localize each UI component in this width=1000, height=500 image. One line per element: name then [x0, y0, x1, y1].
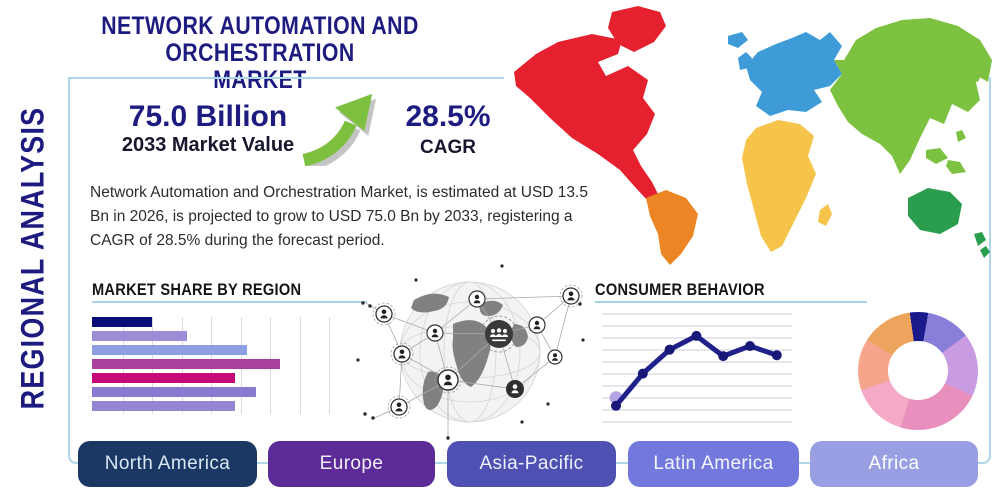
- line-point-4: [718, 351, 729, 362]
- region-button-asia-pacific[interactable]: Asia-Pacific: [447, 441, 616, 487]
- consumer-behavior-line-chart: [602, 313, 792, 423]
- map-iceland: [728, 32, 748, 48]
- line-point-3: [691, 330, 702, 341]
- line-chart-title: CONSUMER BEHAVIOR: [595, 280, 765, 299]
- market-description: Network Automation and Orchestration Mar…: [90, 184, 588, 249]
- bar-gridline: [299, 317, 301, 414]
- map-europe: [746, 32, 842, 116]
- region-button-africa[interactable]: Africa: [810, 441, 978, 487]
- map-africa: [742, 120, 816, 252]
- bar-segment-3: [92, 359, 281, 369]
- cagr-stat: 28.5%: [405, 100, 491, 133]
- map-north-america: [514, 34, 660, 201]
- page-title-line2: MARKET: [213, 66, 307, 94]
- map-indonesia-2: [946, 160, 966, 174]
- bar-segment-6: [92, 401, 235, 411]
- map-japan: [970, 62, 984, 82]
- line-point-0: [611, 400, 621, 411]
- map-uk: [738, 52, 752, 70]
- bar-segment-0: [92, 317, 152, 327]
- map-madagascar: [818, 204, 832, 226]
- network-node-icons: [372, 284, 583, 419]
- globe-network-graphic: [356, 264, 585, 440]
- bar-chart-title-underline: [92, 301, 367, 303]
- bar-chart-title: MARKET SHARE BY REGION: [92, 280, 302, 299]
- market-share-bar-chart: [92, 315, 334, 415]
- map-indonesia: [926, 148, 948, 164]
- donut-hole: [888, 341, 948, 400]
- bar-segment-1: [92, 331, 188, 341]
- market-value-label: 2033 Market Value: [121, 134, 295, 156]
- page-title-line1: NETWORK AUTOMATION AND ORCHESTRATION: [101, 12, 419, 67]
- map-asia: [830, 18, 992, 174]
- market-value-stat: 75.0 Billion: [128, 100, 288, 133]
- group-node-icon: [480, 315, 518, 353]
- line-point-6: [771, 350, 782, 361]
- bar-segment-4: [92, 373, 235, 383]
- growth-arrow-icon: [302, 93, 377, 166]
- region-button-north-america[interactable]: North America: [78, 441, 257, 487]
- world-map: [514, 6, 992, 265]
- line-point-1: [637, 368, 648, 379]
- map-australia: [908, 188, 962, 234]
- bar-segment-5: [92, 387, 257, 397]
- line-point-5: [745, 341, 755, 351]
- map-new-zealand-2: [980, 246, 990, 258]
- bar-gridline: [329, 317, 330, 414]
- region-button-europe[interactable]: Europe: [268, 441, 435, 487]
- map-new-zealand: [974, 232, 986, 246]
- line-chart-title-underline: [595, 301, 867, 303]
- page-title: NETWORK AUTOMATION AND ORCHESTRATION MAR…: [50, 13, 470, 94]
- bar-segment-2: [92, 345, 247, 355]
- map-south-america: [646, 190, 698, 265]
- content-frame-top-border: [68, 77, 504, 79]
- region-button-latin-america[interactable]: Latin America: [628, 441, 799, 487]
- map-philippines: [956, 130, 966, 142]
- line-point-2: [664, 344, 675, 355]
- cagr-label: CAGR: [420, 137, 476, 158]
- map-greenland: [608, 6, 666, 52]
- sidebar-vertical-label: REGIONAL ANALYSIS: [14, 106, 51, 410]
